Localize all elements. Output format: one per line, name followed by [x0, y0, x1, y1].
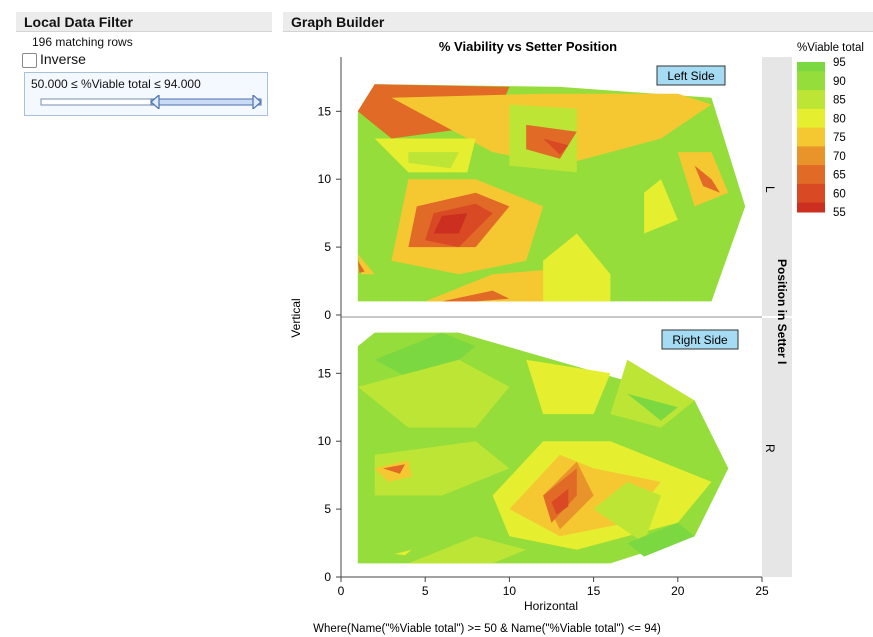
legend-label: 75	[833, 132, 846, 144]
slider-low-handle[interactable]	[150, 95, 160, 109]
legend-swatch	[797, 183, 825, 204]
annotation-box-r	[661, 329, 739, 350]
legend-swatch	[797, 165, 825, 185]
contour-band	[425, 267, 577, 302]
contour-band	[627, 393, 678, 421]
matching-rows-count: 196 matching rows	[32, 35, 133, 49]
x-tick-label: 10	[503, 584, 517, 598]
range-filter-text: 50.000 ≤ %Viable total ≤ 94.000	[31, 77, 201, 91]
annotation-box-l	[656, 65, 726, 86]
y-tick-label: 15	[318, 104, 332, 118]
x-axis-label: Horizontal	[524, 599, 578, 613]
y-tick-label: 0	[324, 308, 331, 322]
x-tick-label: 15	[587, 584, 601, 598]
contour-band	[408, 536, 527, 564]
contour-band	[374, 332, 476, 387]
strip-label-right: R	[763, 444, 777, 453]
legend-swatch	[797, 62, 825, 72]
y-tick-label: 5	[324, 240, 331, 254]
annotation-text-r: Right Side	[672, 333, 728, 347]
range-filter-panel: 50.000 ≤ %Viable total ≤ 94.000	[24, 72, 268, 116]
panel-left-contours	[357, 84, 746, 302]
y-ticks: 0 5 10 15 0 5 10 15	[318, 104, 341, 584]
where-clause: Where(Name("%Viable total") >= 50 & Name…	[313, 623, 661, 635]
legend-label: 55	[833, 207, 846, 219]
panel-annotations: Left Side Right Side	[656, 65, 739, 350]
y-axis-label: Vertical	[289, 298, 303, 337]
y-tick-label: 15	[318, 366, 332, 380]
contour-band	[627, 522, 695, 557]
strip-label-left: L	[763, 186, 777, 193]
contour-band	[357, 359, 510, 428]
contour-band	[644, 179, 678, 234]
legend-swatch	[797, 127, 825, 147]
legend-swatch	[797, 90, 825, 110]
contour-band	[433, 213, 468, 234]
contour-band	[526, 359, 611, 415]
legend-label: 70	[833, 151, 846, 163]
contour-band	[551, 488, 569, 515]
y-tick-label: 5	[324, 502, 331, 516]
y-tick-label: 10	[318, 172, 332, 186]
legend-label: 90	[833, 76, 846, 88]
local-data-filter-header[interactable]: Local Data Filter	[16, 12, 272, 32]
group-label: Position in Setter I	[775, 259, 789, 364]
legend-swatch	[797, 71, 825, 91]
inverse-checkbox[interactable]	[22, 53, 37, 68]
contour-band	[357, 260, 365, 273]
contour-band	[694, 165, 720, 193]
y-tick-label: 0	[324, 570, 331, 584]
panel-right-contours	[357, 332, 729, 564]
contour-band	[543, 233, 611, 302]
annotation-text-l: Left Side	[667, 69, 715, 83]
legend-label: 60	[833, 188, 846, 200]
y-tick-label: 10	[318, 434, 332, 448]
legend-swatch	[797, 108, 825, 129]
x-tick-label: 0	[338, 584, 345, 598]
contour-band	[408, 152, 459, 169]
range-slider[interactable]	[39, 95, 265, 109]
legend-label: 85	[833, 95, 846, 107]
graph-builder-header[interactable]: Graph Builder	[283, 12, 873, 32]
legend: 95 90 85 80 75 70 65 60 55	[797, 57, 846, 219]
legend-label: 65	[833, 170, 846, 182]
x-tick-label: 5	[422, 584, 429, 598]
legend-label: 95	[833, 57, 846, 69]
inverse-label: Inverse	[40, 51, 86, 67]
contour-band	[394, 549, 412, 556]
legend-swatch	[797, 202, 825, 213]
contour-band	[442, 290, 510, 302]
contour-band	[383, 464, 405, 474]
legend-swatch	[797, 146, 825, 166]
legend-label: 80	[833, 113, 846, 125]
x-tick-label: 20	[671, 584, 685, 598]
legend-title: %Viable total	[797, 42, 864, 54]
x-tick-label: 25	[755, 584, 769, 598]
contour-band	[593, 481, 661, 544]
x-ticks: 0 5 10 15 20 25	[338, 577, 769, 598]
contour-band	[543, 138, 569, 155]
slider-high-handle[interactable]	[252, 95, 262, 109]
contour-band	[374, 441, 510, 496]
chart-title: % Viability vs Setter Position	[439, 39, 617, 54]
